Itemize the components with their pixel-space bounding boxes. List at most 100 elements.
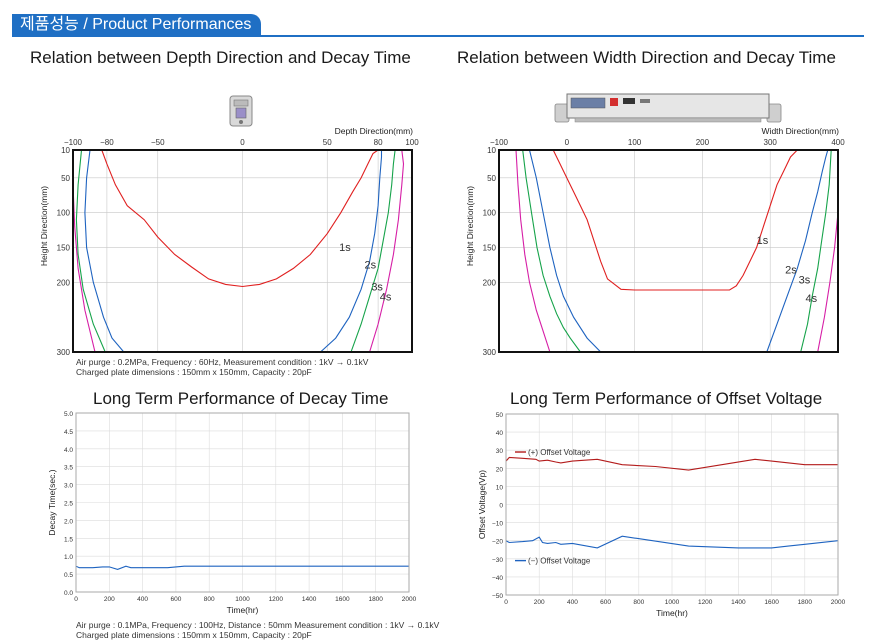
offset-xtick-label-2: 400 bbox=[567, 599, 578, 606]
offset-ytick-label-6: 10 bbox=[496, 484, 504, 491]
width-xtick-label-2: 100 bbox=[628, 138, 642, 147]
width-ylabel: Height Direction(mm) bbox=[465, 186, 475, 266]
offset-xtick-label-5: 1000 bbox=[665, 599, 680, 606]
ionizer-bar-side-view-icon bbox=[554, 93, 782, 123]
width-series-3-line bbox=[515, 150, 838, 352]
decay-series-0-line bbox=[76, 565, 409, 570]
offset-ytick-label-8: 30 bbox=[496, 448, 504, 455]
decay-ytick-label-5: 2.5 bbox=[64, 501, 73, 508]
offset-xtick-label-4: 800 bbox=[633, 599, 644, 606]
decay-ytick-label-8: 4.0 bbox=[64, 447, 73, 454]
offset-legend-label-1: (−) Offset Voltage bbox=[528, 557, 591, 566]
offset-series-1-line bbox=[506, 535, 838, 549]
bottom-note-line-2: Charged plate dimensions : 150mm x 150mm… bbox=[76, 630, 312, 640]
depth-xtick-label-4: 50 bbox=[323, 138, 332, 147]
decay-xtick-label-4: 800 bbox=[204, 596, 215, 603]
offset-ytick-label-4: −10 bbox=[492, 521, 503, 528]
offset-xtick-label-6: 1200 bbox=[698, 599, 713, 606]
depth-series-2-line bbox=[75, 150, 396, 352]
depth-xtick-label-3: 0 bbox=[240, 138, 245, 147]
depth-ytick-label-4: 200 bbox=[57, 278, 71, 287]
depth-series-1-line bbox=[84, 150, 383, 352]
width-ytick-label-5: 300 bbox=[483, 348, 497, 357]
width-series-0-line bbox=[552, 150, 798, 291]
section-header-label: 제품성능 / Product Performances bbox=[12, 14, 262, 36]
top-measurement-notes: Air purge : 0.2MPa, Frequency : 60Hz, Me… bbox=[76, 357, 368, 377]
width-ytick-label-2: 100 bbox=[483, 209, 497, 218]
depth-series-3-label: 4s bbox=[380, 291, 392, 303]
decay-ytick-label-0: 0.0 bbox=[64, 590, 73, 597]
width-ytick-label-1: 50 bbox=[487, 174, 496, 183]
decay-xtick-label-1: 200 bbox=[104, 596, 115, 603]
decay-chart-title: Long Term Performance of Decay Time bbox=[93, 389, 389, 408]
width-series-2-line bbox=[522, 150, 832, 352]
depth-series-0-label: 1s bbox=[339, 242, 351, 254]
decay-ytick-label-10: 5.0 bbox=[64, 411, 73, 418]
offset-xtick-label-10: 2000 bbox=[831, 599, 846, 606]
decay-xtick-label-6: 1200 bbox=[269, 596, 284, 603]
offset-xtick-label-8: 1600 bbox=[764, 599, 779, 606]
width-xtick-label-0: −100 bbox=[490, 138, 509, 147]
width-series-3-label: 4s bbox=[805, 293, 817, 305]
decay-xtick-label-10: 2000 bbox=[402, 596, 417, 603]
decay-xtick-label-9: 1800 bbox=[368, 596, 383, 603]
offset-xtick-label-0: 0 bbox=[504, 599, 508, 606]
width-xtick-label-4: 300 bbox=[764, 138, 778, 147]
decay-xtick-label-0: 0 bbox=[74, 596, 78, 603]
width-xtick-label-1: 0 bbox=[565, 138, 570, 147]
depth-series-2-label: 3s bbox=[371, 282, 383, 294]
decay-ytick-label-1: 0.5 bbox=[64, 572, 73, 579]
depth-chart-title: Relation between Depth Direction and Dec… bbox=[30, 48, 411, 67]
offset-xlabel: Time(hr) bbox=[656, 608, 688, 618]
width-frame bbox=[498, 149, 839, 353]
width-series-1-line bbox=[528, 150, 829, 352]
width-ytick-label-3: 150 bbox=[483, 244, 497, 253]
top-note-line-2: Charged plate dimensions : 150mm x 150mm… bbox=[76, 367, 312, 377]
decay-xtick-label-3: 600 bbox=[170, 596, 181, 603]
width-series-0-label: 1s bbox=[757, 235, 769, 247]
decay-xtick-label-8: 1600 bbox=[335, 596, 350, 603]
depth-frame bbox=[72, 149, 413, 353]
offset-xtick-label-9: 1800 bbox=[798, 599, 813, 606]
decay-ytick-label-9: 4.5 bbox=[64, 429, 73, 436]
depth-xtick-label-1: −80 bbox=[100, 138, 114, 147]
offset-chart-title: Long Term Performance of Offset Voltage bbox=[510, 389, 823, 408]
top-note-line-1: Air purge : 0.2MPa, Frequency : 60Hz, Me… bbox=[76, 357, 369, 367]
decay-ytick-label-3: 1.5 bbox=[64, 536, 73, 543]
width-series-2-label: 3s bbox=[799, 275, 811, 287]
offset-ylabel: Offset Voltage(Vp) bbox=[477, 470, 487, 539]
offset-ytick-label-1: −40 bbox=[492, 575, 503, 582]
depth-xtick-label-6: 100 bbox=[405, 138, 419, 147]
depth-xtick-label-0: −100 bbox=[64, 138, 83, 147]
ionizer-end-view-icon bbox=[229, 95, 253, 127]
width-xtick-label-3: 200 bbox=[696, 138, 710, 147]
width-series-1-label: 2s bbox=[785, 264, 797, 276]
offset-ytick-label-7: 20 bbox=[496, 466, 504, 473]
offset-plot: 0 200 400 600 800 1000 1200 1400 1600 1800 2000Tim… bbox=[477, 412, 846, 618]
depth-series-1-label: 2s bbox=[365, 259, 377, 271]
offset-ytick-label-9: 40 bbox=[496, 430, 504, 437]
width-ytick-label-4: 200 bbox=[483, 278, 497, 287]
decay-ylabel: Decay Time(sec.) bbox=[47, 469, 57, 535]
decay-ytick-label-2: 1.0 bbox=[64, 554, 73, 561]
decay-xtick-label-2: 400 bbox=[137, 596, 148, 603]
section-header: 제품성능 / Product Performances bbox=[0, 14, 874, 37]
offset-frame bbox=[505, 413, 839, 596]
depth-ytick-label-3: 150 bbox=[57, 244, 71, 253]
decay-xtick-label-5: 1000 bbox=[235, 596, 250, 603]
offset-ytick-label-10: 50 bbox=[496, 412, 504, 419]
offset-series-0-line bbox=[506, 456, 838, 471]
depth-xtick-label-2: −50 bbox=[151, 138, 165, 147]
offset-ytick-label-5: 0 bbox=[499, 503, 503, 510]
depth-ylabel: Height Direction(mm) bbox=[39, 186, 49, 266]
offset-ytick-label-2: −30 bbox=[492, 557, 503, 564]
width-xlabel: Width Direction(mm) bbox=[762, 126, 840, 136]
decay-xlabel: Time(hr) bbox=[227, 605, 259, 615]
